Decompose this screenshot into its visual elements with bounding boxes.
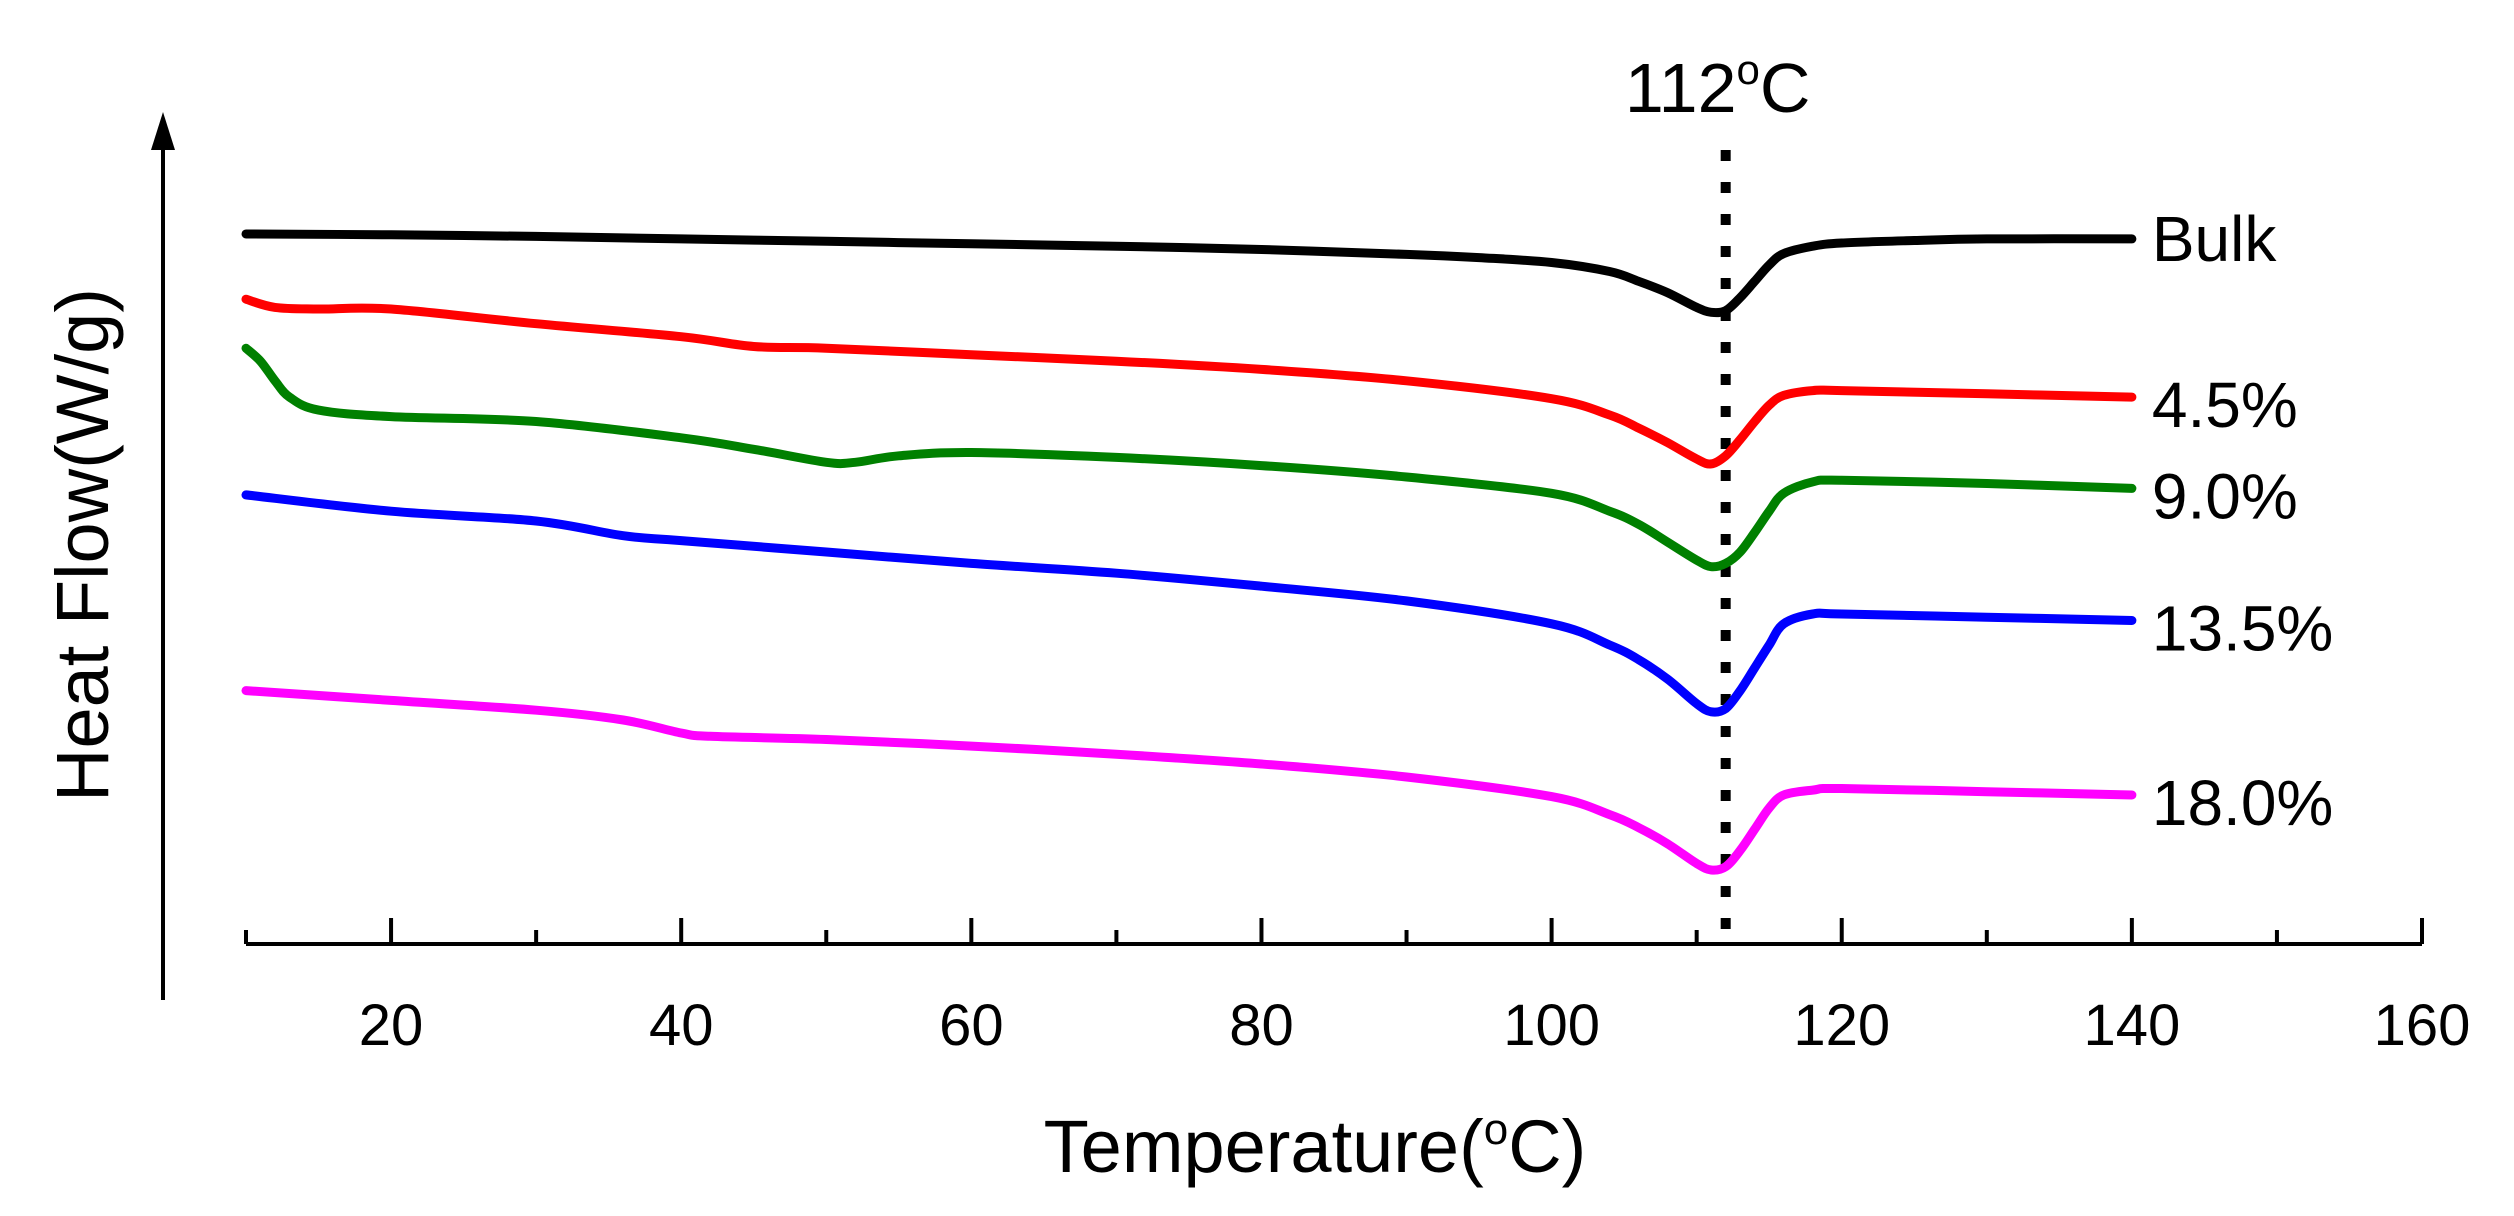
x-axis-title: Temperature(oC) xyxy=(1044,1105,1587,1188)
x-axis-title-end: C) xyxy=(1508,1105,1586,1188)
series-label-2: 9.0% xyxy=(2152,460,2298,532)
x-axis-ticks xyxy=(244,918,2424,944)
x-tick-label-80: 80 xyxy=(1229,993,1294,1058)
series-line-3 xyxy=(241,490,2137,717)
series-label-3: 13.5% xyxy=(2152,592,2333,664)
series-label-4: 18.0% xyxy=(2152,767,2333,839)
x-tick-label-160: 160 xyxy=(2374,993,2471,1058)
series-line-0 xyxy=(241,229,2137,318)
series-lines xyxy=(241,229,2137,875)
x-tick-label-60: 60 xyxy=(939,993,1004,1058)
x-axis-title-main: Temperature( xyxy=(1044,1105,1484,1188)
y-axis-arrowhead xyxy=(151,112,175,150)
x-axis-title-sup: o xyxy=(1484,1105,1508,1154)
series-line-4 xyxy=(241,686,2137,875)
series-label-0: Bulk xyxy=(2152,203,2278,275)
x-tick-label-120: 120 xyxy=(1793,993,1890,1058)
x-tick-label-20: 20 xyxy=(359,993,424,1058)
x-tick-label-40: 40 xyxy=(649,993,714,1058)
annotation-label: 112oC xyxy=(1625,46,1811,127)
series-line-1 xyxy=(241,294,2137,469)
x-axis-tick-labels: 20 40 60 80 100 120 140 160 xyxy=(359,993,2471,1058)
annotation-label-end: C xyxy=(1760,49,1811,127)
series-labels: Bulk 4.5% 9.0% 13.5% 18.0% xyxy=(2152,203,2333,839)
x-tick-label-140: 140 xyxy=(2083,993,2180,1058)
x-tick-label-100: 100 xyxy=(1503,993,1600,1058)
y-axis-title: Heat Flow(W/g) xyxy=(41,288,124,802)
series-line-2 xyxy=(241,343,2137,572)
annotation-label-sup: o xyxy=(1737,46,1760,93)
series-label-1: 4.5% xyxy=(2152,369,2298,441)
annotation-label-main: 112 xyxy=(1625,49,1737,127)
